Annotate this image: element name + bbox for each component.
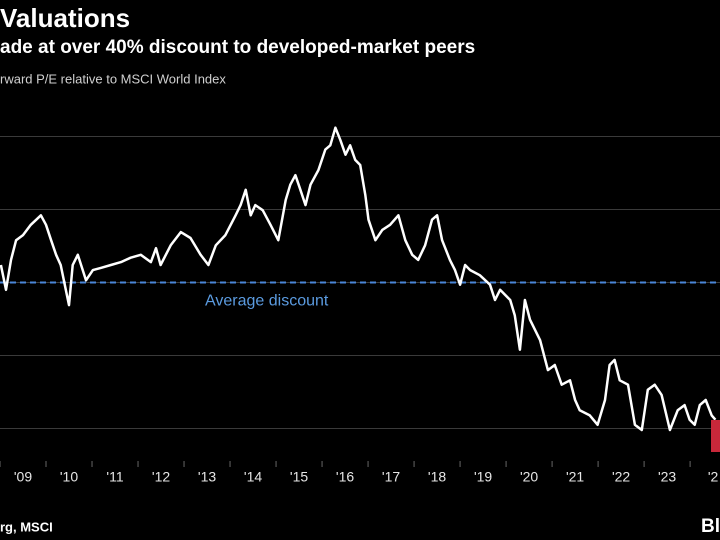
series-line <box>0 126 717 432</box>
grid <box>0 136 720 467</box>
axis-note: rward P/E relative to MSCI World Index <box>0 71 226 86</box>
source: rg, MSCI <box>0 519 53 534</box>
brand: Bl <box>701 516 720 537</box>
x-tick-label: '09 <box>14 469 32 485</box>
x-tick-label: '20 <box>520 469 538 485</box>
x-tick-label: '12 <box>152 469 170 485</box>
x-tick-label: '16 <box>336 469 354 485</box>
value-badge <box>711 420 720 452</box>
x-tick-label: '2 <box>708 469 719 485</box>
x-tick-label: '11 <box>106 469 123 485</box>
annotation: Average discount <box>205 293 329 310</box>
x-tick-label: '18 <box>428 469 446 485</box>
plot: Average discount <box>0 126 720 432</box>
x-tick-label: '14 <box>244 469 262 485</box>
chart-title: Valuations <box>0 3 130 33</box>
x-tick-label: '19 <box>474 469 492 485</box>
x-tick-label: '22 <box>612 469 630 485</box>
x-tick-label: '23 <box>658 469 676 485</box>
x-tick-label: '10 <box>60 469 78 485</box>
x-tick-label: '17 <box>382 469 400 485</box>
x-tick-label: '13 <box>198 469 216 485</box>
x-tick-label: '15 <box>290 469 308 485</box>
chart-subtitle: ade at over 40% discount to developed-ma… <box>0 37 475 58</box>
x-tick-label: '21 <box>566 469 584 485</box>
